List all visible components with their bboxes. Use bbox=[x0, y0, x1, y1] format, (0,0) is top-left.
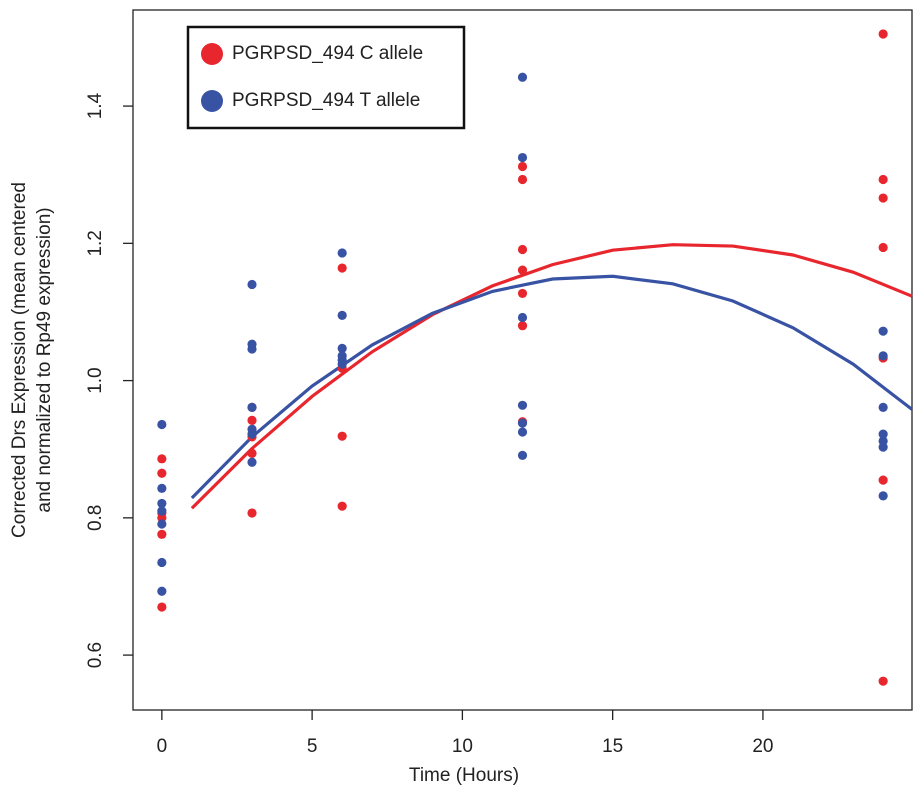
point bbox=[878, 29, 888, 39]
plot-frame bbox=[132, 9, 913, 711]
point bbox=[337, 501, 347, 511]
y-tick-label: 1.4 bbox=[85, 92, 106, 119]
point bbox=[157, 419, 167, 430]
x-tick-label: 10 bbox=[452, 736, 473, 757]
point bbox=[517, 288, 528, 299]
point bbox=[247, 279, 257, 290]
fit-curve bbox=[190, 274, 913, 500]
point bbox=[337, 359, 347, 369]
y-tick-label: 0.6 bbox=[85, 642, 106, 668]
y-tick-label: 1.2 bbox=[85, 230, 106, 256]
point bbox=[337, 343, 347, 353]
point bbox=[878, 676, 888, 686]
legend-label: PGRPSD_494 C allele bbox=[232, 43, 423, 64]
point bbox=[517, 265, 528, 275]
x-tick-label: 15 bbox=[602, 736, 623, 757]
legend-swatch bbox=[201, 90, 223, 112]
point bbox=[878, 242, 888, 253]
point bbox=[878, 174, 888, 185]
point bbox=[517, 418, 528, 428]
point bbox=[157, 498, 167, 509]
legend-label: PGRPSD_494 T allele bbox=[232, 90, 420, 111]
legend-swatch bbox=[201, 43, 223, 65]
point bbox=[517, 450, 528, 460]
point bbox=[517, 427, 528, 437]
y-axis-label: Corrected Drs Expression (mean centered bbox=[9, 182, 30, 538]
point bbox=[337, 310, 347, 320]
point bbox=[247, 344, 257, 354]
point bbox=[247, 402, 257, 412]
point bbox=[517, 152, 528, 163]
x-tick-label: 20 bbox=[752, 736, 773, 757]
point bbox=[878, 193, 888, 203]
point bbox=[878, 491, 888, 501]
fit-curve bbox=[190, 243, 913, 510]
point bbox=[157, 586, 167, 596]
point bbox=[517, 400, 528, 410]
x-tick-label: 5 bbox=[307, 736, 318, 757]
point bbox=[157, 506, 167, 516]
point bbox=[157, 519, 167, 529]
point bbox=[337, 431, 347, 441]
point bbox=[517, 174, 528, 185]
point bbox=[878, 402, 888, 412]
point bbox=[517, 72, 528, 82]
point bbox=[157, 602, 167, 612]
y-tick-label: 0.8 bbox=[85, 505, 106, 531]
point bbox=[247, 448, 257, 458]
point bbox=[517, 244, 528, 255]
point bbox=[247, 429, 257, 439]
legend bbox=[186, 25, 466, 130]
point bbox=[337, 248, 347, 258]
x-axis-label: Time (Hours) bbox=[409, 765, 519, 786]
point bbox=[878, 475, 888, 485]
point bbox=[157, 483, 167, 493]
point bbox=[247, 415, 257, 425]
point bbox=[157, 454, 167, 464]
point bbox=[878, 351, 888, 361]
point bbox=[878, 429, 888, 439]
x-tick-label: 0 bbox=[157, 736, 168, 757]
point bbox=[157, 529, 167, 539]
point bbox=[157, 557, 167, 568]
point bbox=[337, 263, 347, 273]
y-tick-label: 1.0 bbox=[85, 367, 106, 393]
point bbox=[247, 508, 257, 518]
y-axis-label: and normalized to Rp49 expression) bbox=[34, 207, 55, 512]
point bbox=[517, 321, 528, 331]
point bbox=[247, 457, 257, 467]
point bbox=[878, 442, 888, 452]
point bbox=[157, 468, 167, 478]
point bbox=[517, 312, 528, 323]
point bbox=[517, 161, 528, 172]
point bbox=[878, 326, 888, 336]
